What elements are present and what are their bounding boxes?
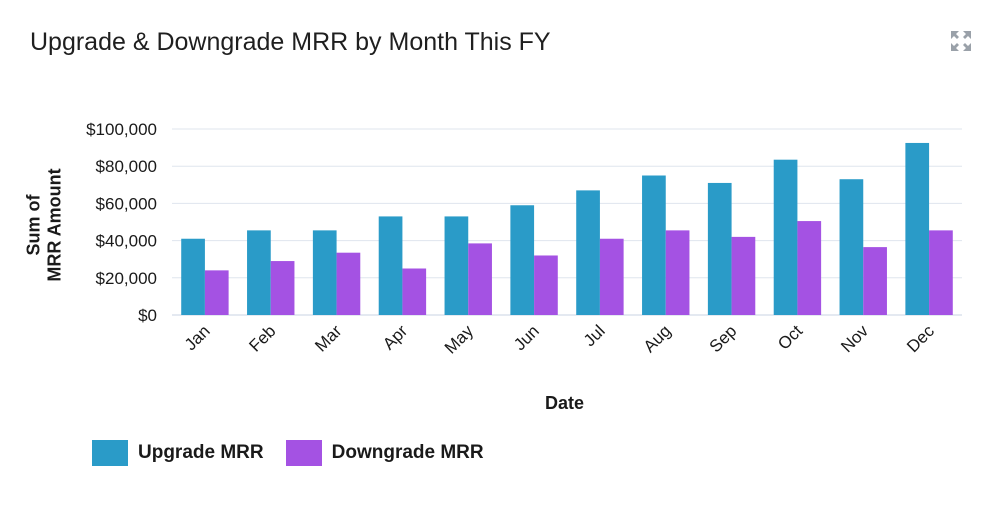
bar-downgrade-jan[interactable] [204, 270, 229, 315]
bar-downgrade-mar[interactable] [336, 252, 361, 315]
bar-upgrade-dec[interactable] [905, 142, 930, 315]
bar-downgrade-feb[interactable] [270, 261, 295, 315]
x-tick-label: Mar [311, 321, 345, 355]
bar-upgrade-mar[interactable] [312, 230, 337, 315]
bar-upgrade-sep[interactable] [707, 182, 732, 315]
x-tick-label: Jan [181, 321, 214, 354]
bar-upgrade-feb[interactable] [247, 230, 271, 315]
x-tick-label: Jun [510, 321, 543, 354]
bar-upgrade-apr[interactable] [378, 216, 403, 315]
y-tick-label: $80,000 [96, 157, 157, 176]
y-tick-label: $60,000 [96, 194, 157, 213]
legend-label-upgrade: Upgrade MRR [138, 442, 264, 463]
x-tick-label: Aug [640, 321, 675, 356]
bar-downgrade-dec[interactable] [929, 230, 953, 315]
legend-swatch-downgrade [285, 440, 322, 466]
bar-downgrade-jul[interactable] [599, 238, 624, 315]
x-tick-label: Jul [580, 321, 609, 350]
bar-upgrade-oct[interactable] [773, 159, 798, 315]
bar-downgrade-oct[interactable] [797, 221, 822, 315]
y-tick-label: $0 [138, 306, 157, 325]
x-tick-label: Nov [837, 321, 872, 356]
y-tick-label: $20,000 [96, 269, 157, 288]
x-tick-label: Apr [379, 321, 411, 353]
legend-item-upgrade[interactable]: Upgrade MRR [92, 440, 264, 466]
bar-downgrade-apr[interactable] [402, 268, 427, 316]
legend: Upgrade MRR Downgrade MRR [92, 440, 484, 466]
bar-upgrade-jun[interactable] [510, 205, 535, 315]
y-tick-label: $40,000 [96, 232, 157, 251]
bar-upgrade-may[interactable] [444, 216, 469, 315]
y-tick-label: $100,000 [86, 120, 157, 139]
bar-chart: $0 $20,000 $40,000 $60,000 $80,000 $100,000 Ja… [86, 120, 962, 358]
x-tick-label: May [441, 321, 477, 357]
x-tick-label: Dec [903, 321, 938, 356]
bar-downgrade-nov[interactable] [863, 247, 887, 315]
bar-upgrade-jan[interactable] [181, 238, 205, 315]
bar-upgrade-aug[interactable] [642, 175, 666, 316]
bar-downgrade-aug[interactable] [665, 230, 690, 315]
bar-upgrade-nov[interactable] [839, 179, 864, 315]
bar-downgrade-sep[interactable] [731, 236, 756, 315]
bar-upgrade-jul[interactable] [576, 190, 600, 315]
legend-label-downgrade: Downgrade MRR [331, 442, 484, 463]
bar-downgrade-may[interactable] [468, 243, 492, 315]
chart-title: Upgrade & Downgrade MRR by Month This FY [30, 28, 551, 56]
x-axis-title: Date [545, 393, 585, 413]
bar-downgrade-jun[interactable] [534, 255, 558, 315]
expand-icon[interactable] [950, 30, 972, 52]
legend-item-downgrade[interactable]: Downgrade MRR [285, 440, 484, 466]
x-tick-label: Oct [774, 321, 806, 353]
x-tick-label: Feb [245, 321, 279, 355]
legend-swatch-upgrade [92, 440, 128, 466]
x-tick-label: Sep [706, 321, 741, 356]
